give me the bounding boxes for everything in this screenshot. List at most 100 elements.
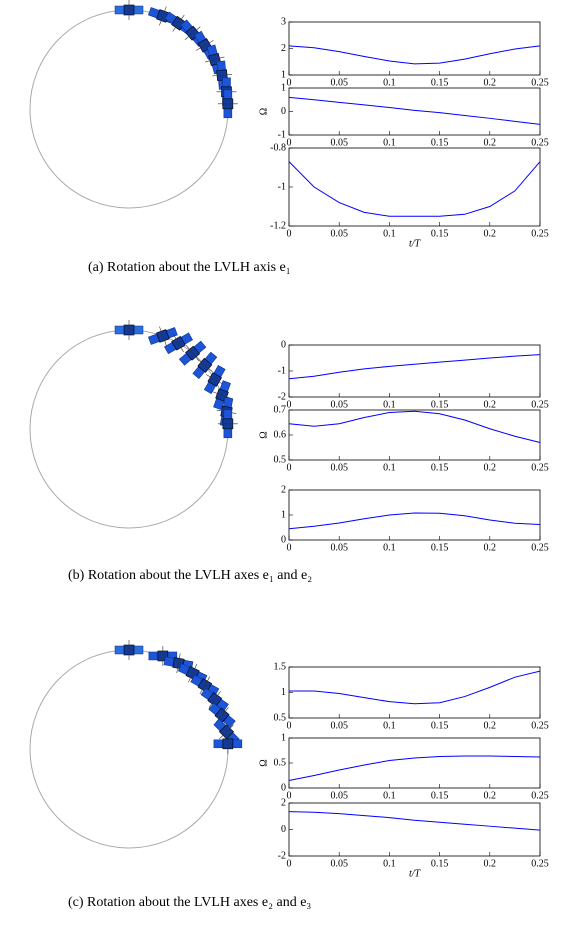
line [288, 354, 541, 380]
satellite [192, 351, 218, 380]
x-tick-label: 0 [287, 542, 292, 553]
antenna [208, 691, 221, 708]
satellite [213, 733, 243, 754]
y-tick-label: -1 [278, 365, 286, 376]
x-tick-label: 0.2 [484, 77, 497, 88]
y-tick-label: 1 [281, 82, 286, 93]
plot-frame [288, 147, 541, 227]
caption: (a) Rotation about the LVLH axis e₁ [88, 260, 291, 275]
y-tick-label: 1 [281, 732, 286, 743]
x-axis-label: t/T [409, 238, 422, 249]
x-tick-label: 0.25 [531, 77, 549, 88]
x-tick-label: 0.25 [531, 462, 549, 473]
x-tick-label: 0 [287, 399, 292, 410]
x-tick-label: 0 [287, 790, 292, 801]
y-tick-label: 1.5 [274, 661, 287, 672]
line [288, 45, 541, 65]
antenna [185, 345, 200, 362]
plot-frame [288, 409, 541, 461]
plot-frame [288, 21, 541, 76]
x-tick-label: 0.1 [383, 137, 396, 148]
satellite [190, 674, 220, 697]
x-tick-label: 0.25 [531, 858, 549, 869]
x-tick-label: 0.05 [330, 790, 348, 801]
y-tick-label: -1.2 [270, 220, 286, 231]
antenna [196, 40, 214, 51]
x-tick-label: 0.2 [484, 858, 497, 869]
plot-frame [288, 344, 541, 398]
antenna [196, 358, 213, 373]
line [288, 755, 541, 781]
line [288, 161, 541, 217]
satellite [114, 320, 144, 340]
y-tick-label: -0.8 [270, 142, 286, 153]
y-tick-label: -1 [278, 181, 286, 192]
caption: (c) Rotation about the LVLH axes e₂ and … [68, 895, 311, 910]
x-tick-label: 0.2 [484, 720, 497, 731]
plot-frame [288, 489, 541, 541]
y-tick-label: 1 [281, 687, 286, 698]
plot-frame [288, 802, 541, 857]
antenna [176, 653, 181, 674]
satellite [212, 380, 232, 410]
y-tick-label: -2 [278, 850, 286, 861]
y-tick-label: 1 [281, 69, 286, 80]
x-tick-label: 0.05 [330, 228, 348, 239]
x-tick-label: 0 [287, 137, 292, 148]
antenna [212, 391, 232, 399]
satellite [148, 645, 178, 666]
x-tick-label: 0.05 [330, 858, 348, 869]
x-tick-label: 0.15 [431, 137, 449, 148]
line [288, 410, 541, 443]
plot-frame [288, 87, 541, 136]
y-tick-label: 2 [281, 43, 286, 54]
x-tick-label: 0.25 [531, 790, 549, 801]
antenna [188, 663, 198, 683]
y-axis-label: Ω [258, 431, 269, 438]
satellite [208, 702, 236, 728]
x-tick-label: 0.1 [383, 77, 396, 88]
x-tick-label: 0.1 [383, 399, 396, 410]
x-tick-label: 0.2 [484, 228, 497, 239]
y-tick-label: -2 [278, 391, 286, 402]
y-tick-label: 2 [281, 797, 286, 808]
antenna [159, 6, 167, 26]
x-tick-label: 0.15 [431, 790, 449, 801]
x-tick-label: 0.2 [484, 462, 497, 473]
x-tick-label: 0.25 [531, 228, 549, 239]
antenna [184, 26, 201, 40]
satellite [114, 0, 144, 20]
x-tick-label: 0.2 [484, 542, 497, 553]
x-tick-label: 0.05 [330, 77, 348, 88]
x-tick-label: 0.15 [431, 720, 449, 731]
satellite [203, 365, 226, 394]
y-tick-label: 0 [281, 534, 286, 545]
x-tick-label: 0.25 [531, 137, 549, 148]
y-axis-label: Ω [258, 108, 269, 115]
x-tick-label: 0.05 [330, 137, 348, 148]
x-tick-label: 0.15 [431, 228, 449, 239]
x-tick-label: 0.15 [431, 77, 449, 88]
x-tick-label: 0.05 [330, 542, 348, 553]
x-tick-label: 0.05 [330, 462, 348, 473]
x-tick-label: 0.15 [431, 399, 449, 410]
x-tick-label: 0 [287, 77, 292, 88]
y-tick-label: 0.6 [274, 429, 287, 440]
satellite [217, 89, 238, 119]
y-tick-label: -1 [278, 129, 286, 140]
x-tick-label: 0 [287, 462, 292, 473]
x-tick-label: 0.1 [383, 542, 396, 553]
antenna [172, 14, 185, 32]
y-tick-label: 0 [281, 339, 286, 350]
y-tick-label: 0 [281, 782, 286, 793]
x-tick-label: 0.25 [531, 720, 549, 731]
satellite [217, 409, 238, 439]
x-tick-label: 0.05 [330, 399, 348, 410]
x-tick-label: 0.25 [531, 399, 549, 410]
line [288, 811, 541, 831]
x-tick-label: 0 [287, 720, 292, 731]
satellite [148, 326, 178, 346]
y-tick-label: 3 [281, 16, 286, 27]
y-tick-label: 0.7 [274, 404, 287, 415]
y-tick-label: 0.5 [274, 454, 287, 465]
